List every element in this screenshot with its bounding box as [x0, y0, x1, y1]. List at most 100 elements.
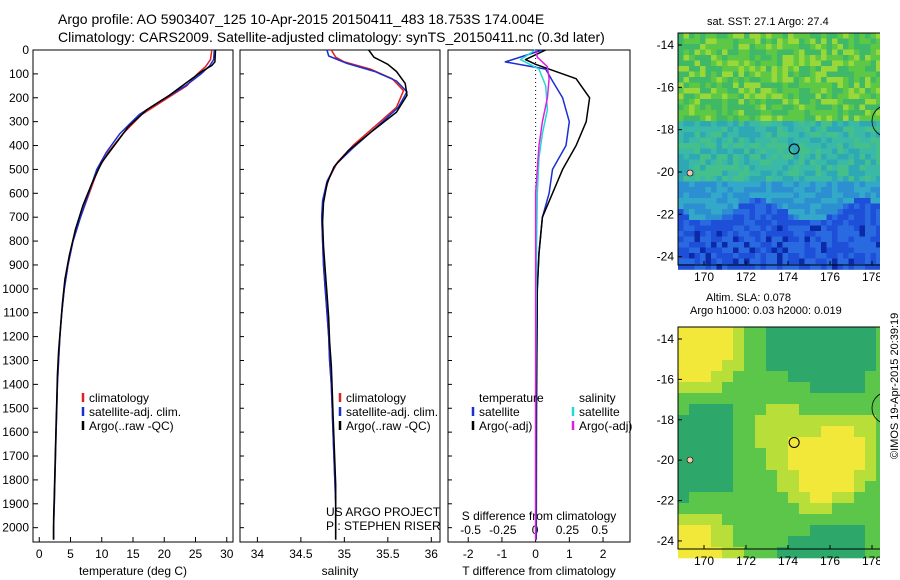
map-cell: [848, 231, 855, 237]
island: [686, 456, 694, 464]
map-cell: [705, 225, 712, 232]
map-cell: [854, 192, 860, 199]
map-cell: [793, 82, 800, 89]
map-cell: [843, 93, 849, 100]
map-cell: [749, 231, 756, 237]
map-cell: [683, 33, 690, 39]
map-cell: [711, 536, 723, 548]
map-cell: [810, 66, 816, 72]
map-cell: [826, 137, 833, 144]
map-cell: [689, 181, 695, 188]
map-cell: [876, 77, 880, 83]
map-cell: [865, 121, 871, 127]
map-cell: [766, 214, 772, 221]
map-cell: [700, 203, 706, 210]
map-cell: [738, 148, 745, 155]
map-cell: [788, 44, 794, 50]
map-cell: [837, 253, 844, 259]
map-cell: [876, 115, 880, 122]
map-cell: [865, 110, 871, 116]
map-cell: [793, 264, 800, 270]
map-cell: [777, 242, 783, 248]
map-cell: [749, 236, 756, 243]
map-cell: [700, 99, 706, 105]
map-cell: [755, 121, 761, 127]
map-cell: [711, 404, 723, 416]
map-cell: [749, 165, 756, 171]
map-cell: [777, 176, 783, 182]
map-cell: [788, 236, 794, 243]
map-cell: [733, 60, 739, 67]
map-cell: [727, 132, 734, 138]
map-cell: [678, 525, 690, 537]
map-cell: [705, 38, 712, 45]
x-tick-label: -2: [463, 547, 474, 561]
map-cell: [843, 49, 849, 56]
map-cell: [700, 327, 712, 339]
map-cell: [799, 165, 805, 171]
map-cell: [744, 77, 750, 83]
map-cell: [700, 148, 706, 155]
map-cell: [694, 104, 701, 111]
map-cell: [733, 371, 745, 383]
map-cell: [777, 225, 783, 232]
map-cell: [870, 38, 877, 45]
map-cell: [700, 459, 712, 471]
map-cell: [777, 371, 789, 383]
map-cell: [854, 176, 860, 182]
map-cell: [848, 49, 855, 56]
map-cell: [788, 382, 800, 394]
map-cell: [738, 60, 745, 67]
map-cell: [815, 170, 822, 177]
map-cell: [826, 60, 833, 67]
map-cell: [694, 231, 701, 237]
map-cell: [766, 236, 772, 243]
map-cell: [738, 203, 745, 210]
map-cell: [711, 55, 717, 61]
map-cell: [876, 231, 880, 237]
map-cell: [793, 121, 800, 127]
map-y-tick-label: -22: [657, 207, 675, 221]
map-cell: [749, 137, 756, 144]
map-cell: [815, 126, 822, 133]
map-cell: [865, 536, 877, 548]
map-cell: [865, 66, 871, 72]
map-cell: [832, 203, 838, 210]
map-cell: [793, 143, 800, 149]
map-cell: [683, 49, 690, 56]
top-tick-label: 0.25: [556, 523, 580, 537]
map-cell: [744, 360, 756, 372]
map-cell: [716, 209, 723, 215]
map-cell: [777, 247, 783, 254]
map-cell: [683, 253, 690, 259]
map-cell: [777, 258, 783, 265]
map-cell: [854, 470, 866, 482]
map-cell: [722, 448, 734, 460]
map-cell: [683, 104, 690, 111]
map-cell: [711, 77, 717, 83]
map-cell: [832, 426, 844, 438]
map-cell: [722, 371, 734, 383]
map-cell: [865, 181, 871, 188]
map-cell: [749, 148, 756, 155]
map-cell: [711, 426, 723, 438]
map-cell: [810, 176, 816, 182]
map-cell: [821, 71, 827, 78]
map-cell: [760, 258, 767, 265]
map-cell: [865, 437, 877, 449]
map-cell: [793, 214, 800, 221]
map-cell: [722, 126, 728, 133]
map-cell: [854, 115, 860, 122]
map-cell: [716, 253, 723, 259]
map-cell: [678, 404, 690, 416]
map-cell: [716, 165, 723, 171]
map-cell: [793, 104, 800, 111]
map-cell: [711, 203, 717, 210]
map-cell: [744, 382, 756, 394]
map-cell: [694, 137, 701, 144]
map-cell: [782, 225, 789, 232]
map-cell: [782, 55, 789, 61]
map-cell: [799, 503, 811, 515]
map-cell: [782, 71, 789, 78]
map-cell: [815, 115, 822, 122]
